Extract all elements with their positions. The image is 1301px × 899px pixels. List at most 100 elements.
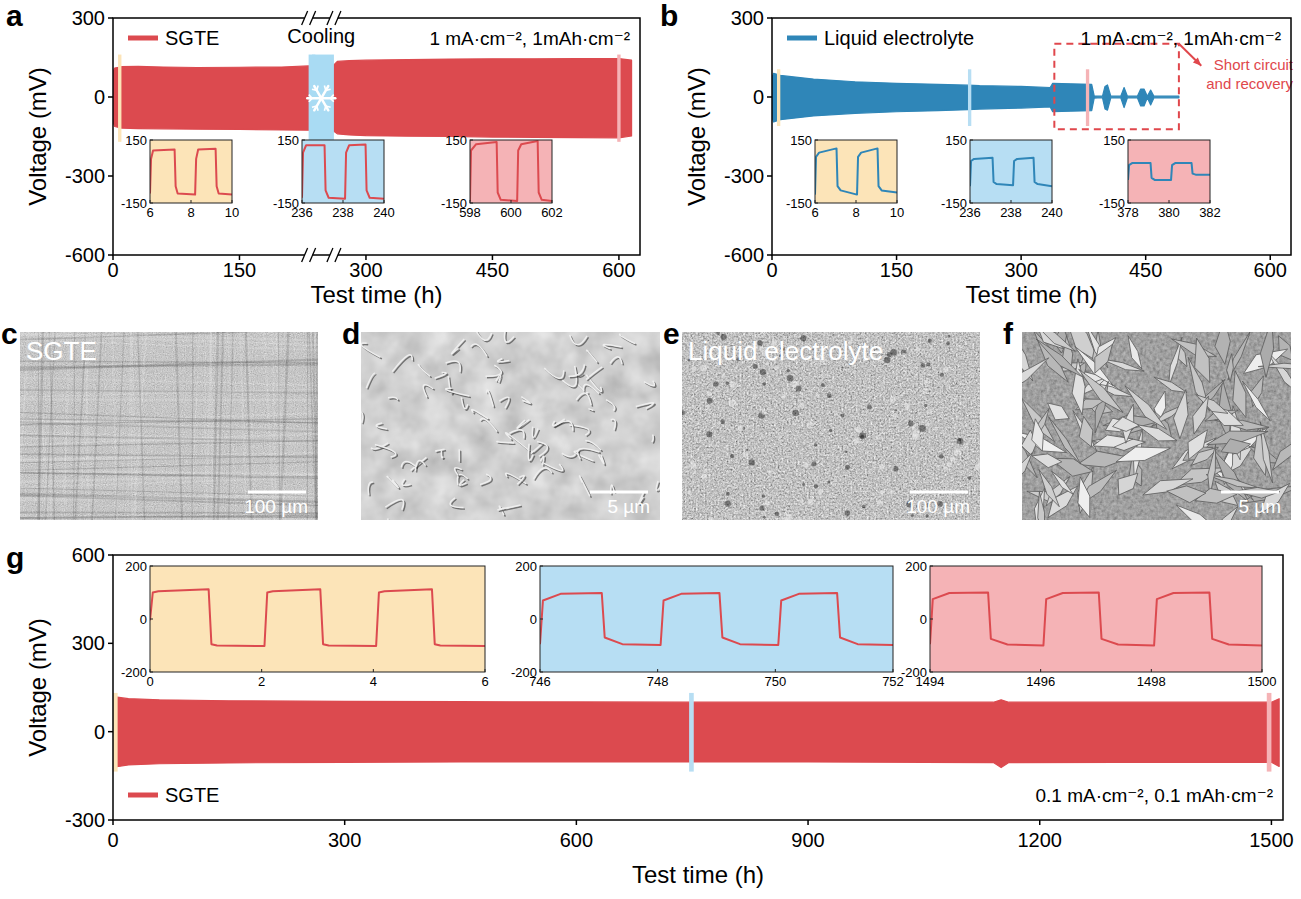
inset-background bbox=[1128, 140, 1210, 203]
inset-y-tick bbox=[150, 203, 153, 204]
sem-texture bbox=[845, 465, 850, 470]
inset-y-tick-label: 150 bbox=[945, 133, 967, 148]
sem-texture bbox=[1242, 381, 1270, 421]
sem-texture bbox=[423, 385, 433, 398]
inset-y-tick bbox=[930, 619, 933, 620]
inset-y-tick bbox=[150, 672, 153, 673]
panel: Short circuitand recovery0150300450600-6… bbox=[660, 0, 1294, 308]
sem-texture-group bbox=[361, 332, 660, 520]
x-tick-label: 1200 bbox=[1017, 829, 1062, 851]
axis-break bbox=[302, 248, 308, 262]
sem-texture bbox=[1095, 344, 1113, 373]
inset-y-tick-label: 0 bbox=[140, 612, 147, 627]
sem-texture bbox=[978, 461, 980, 464]
sem-texture bbox=[782, 394, 786, 398]
sem-texture bbox=[458, 450, 460, 462]
sem-texture bbox=[1022, 453, 1032, 486]
inset-x-tick-label: 10 bbox=[225, 205, 239, 220]
sem-texture bbox=[1048, 403, 1070, 420]
sem-texture bbox=[709, 517, 714, 520]
sem-texture bbox=[472, 332, 491, 340]
inset: 378380382-150150 bbox=[1099, 133, 1221, 220]
inset-y-tick bbox=[930, 672, 933, 673]
sem-texture bbox=[20, 422, 318, 431]
sem-texture bbox=[620, 334, 635, 344]
test-condition: 0.1 mA·cm⁻², 0.1 mAh·cm⁻² bbox=[1035, 785, 1273, 806]
sem-texture bbox=[707, 398, 713, 404]
sem-texture bbox=[1279, 336, 1292, 361]
sem-texture bbox=[749, 459, 755, 465]
sem-texture bbox=[486, 365, 502, 376]
y-tick-label: -300 bbox=[65, 809, 105, 831]
inset: 6810-150150 bbox=[121, 133, 239, 220]
inset-voltage-line bbox=[930, 593, 1262, 646]
sem-texture bbox=[240, 332, 246, 520]
inset-x-tick bbox=[1169, 200, 1170, 203]
sem-texture bbox=[20, 435, 318, 442]
inset-frame bbox=[470, 140, 552, 203]
y-axis-title: Voltage (mV) bbox=[683, 67, 710, 206]
inset: 6810-150150 bbox=[786, 133, 904, 220]
snowflake bbox=[330, 98, 333, 102]
sem-texture bbox=[1219, 506, 1239, 520]
y-tick bbox=[108, 96, 113, 98]
sem-texture bbox=[1032, 419, 1044, 451]
inset-voltage-line bbox=[150, 589, 485, 646]
voltage-band bbox=[772, 73, 1179, 122]
sem-texture bbox=[814, 443, 817, 446]
sem-texture bbox=[1125, 386, 1167, 430]
sem-texture bbox=[786, 369, 790, 373]
sem-texture bbox=[829, 429, 832, 432]
inset-y-tick-label: -200 bbox=[121, 665, 147, 680]
inset-x-tick bbox=[261, 669, 262, 672]
inset-x-tick-label: 748 bbox=[647, 674, 669, 689]
y-tick-label: -600 bbox=[724, 244, 764, 266]
sem-texture bbox=[894, 409, 896, 411]
y-tick-label: 0 bbox=[94, 86, 105, 108]
sem-texture bbox=[1167, 486, 1206, 503]
sem-texture bbox=[228, 332, 237, 520]
sem-texture bbox=[1113, 417, 1140, 432]
inset-range-strip bbox=[1086, 69, 1089, 126]
sem-texture bbox=[435, 372, 447, 378]
y-tick-label: -600 bbox=[65, 244, 105, 266]
sem-texture bbox=[783, 517, 788, 520]
inset-y-tick bbox=[930, 566, 933, 567]
inset-x-tick bbox=[1040, 669, 1041, 672]
inset-frame bbox=[930, 566, 1262, 672]
snowflake bbox=[309, 98, 312, 102]
inset-frame bbox=[150, 140, 232, 203]
plot-frame bbox=[113, 555, 1283, 820]
inset-y-tick bbox=[150, 566, 153, 567]
y-tick bbox=[767, 254, 772, 256]
scale-bar-label: 100 µm bbox=[244, 496, 308, 517]
sem-texture bbox=[768, 471, 772, 475]
inset-frame bbox=[150, 566, 485, 672]
sem-texture bbox=[930, 346, 934, 350]
axis-break bbox=[310, 248, 316, 262]
axis-break bbox=[327, 11, 333, 25]
sem-texture bbox=[455, 468, 462, 476]
inset-range-strip bbox=[118, 55, 121, 142]
x-tick-label: 0 bbox=[107, 259, 118, 281]
sem-texture bbox=[774, 366, 778, 370]
snowflake bbox=[324, 106, 325, 111]
y-tick bbox=[108, 643, 113, 645]
sem-texture bbox=[446, 361, 461, 372]
sem-texture bbox=[20, 433, 318, 444]
sem-texture bbox=[1078, 477, 1090, 518]
plot-area bbox=[113, 693, 1279, 772]
inset-x-tick bbox=[384, 200, 385, 203]
sem-texture bbox=[610, 357, 622, 364]
sem-texture bbox=[939, 454, 944, 459]
inset: 236238240-150150 bbox=[273, 133, 395, 220]
panel: Cooling0150300450600-600-3000300Test tim… bbox=[6, 0, 640, 308]
inset-y-tick bbox=[1128, 203, 1131, 204]
sem-texture-group bbox=[1022, 332, 1291, 520]
sem-texture bbox=[946, 342, 950, 346]
sem-texture bbox=[722, 373, 725, 376]
sem-texture bbox=[20, 455, 318, 460]
axis-break bbox=[302, 11, 308, 25]
sem-texture bbox=[798, 517, 802, 520]
x-tick-label: 0 bbox=[766, 259, 777, 281]
